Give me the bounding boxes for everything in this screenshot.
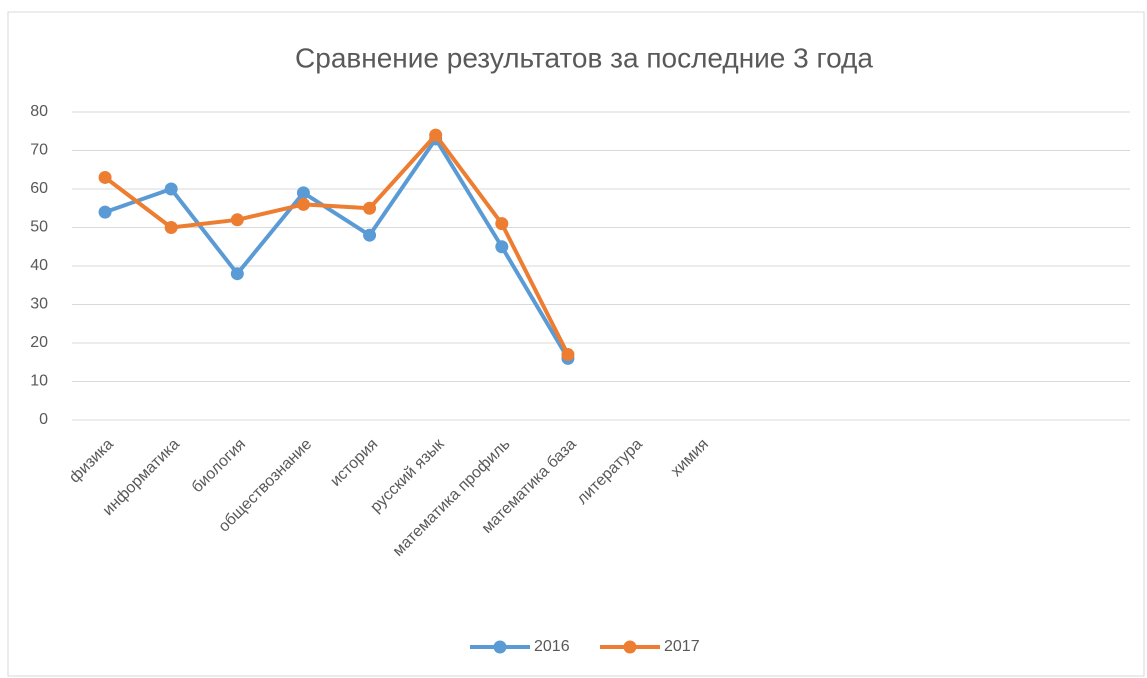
legend-marker <box>493 640 507 654</box>
legend-label: 2017 <box>664 638 700 655</box>
y-tick-label: 10 <box>30 373 48 390</box>
point <box>495 240 509 254</box>
series-line <box>104 136 570 360</box>
y-tick-label: 50 <box>30 219 48 236</box>
point <box>164 221 178 234</box>
point <box>230 267 244 281</box>
point <box>429 128 443 142</box>
y-tick-label: 70 <box>30 142 48 159</box>
y-tick-label: 40 <box>30 257 48 274</box>
point <box>561 348 575 362</box>
point <box>98 205 112 219</box>
series-line <box>103 133 570 356</box>
legend-marker <box>623 640 637 654</box>
y-tick-label: 20 <box>30 334 48 351</box>
y-tick-label: 0 <box>39 411 48 428</box>
point <box>164 182 178 196</box>
legend-label: 2016 <box>534 638 570 655</box>
point <box>98 170 112 184</box>
point <box>230 213 244 227</box>
y-tick-label: 60 <box>30 180 48 197</box>
y-tick-label: 80 <box>30 103 48 120</box>
point <box>495 217 509 231</box>
point <box>296 197 310 211</box>
y-tick-label: 30 <box>30 296 48 313</box>
chart-border <box>7 11 1145 677</box>
point <box>363 228 377 242</box>
point <box>363 201 377 215</box>
point <box>296 186 310 200</box>
chart-title: Сравнение результатов за последние 3 год… <box>295 42 873 73</box>
